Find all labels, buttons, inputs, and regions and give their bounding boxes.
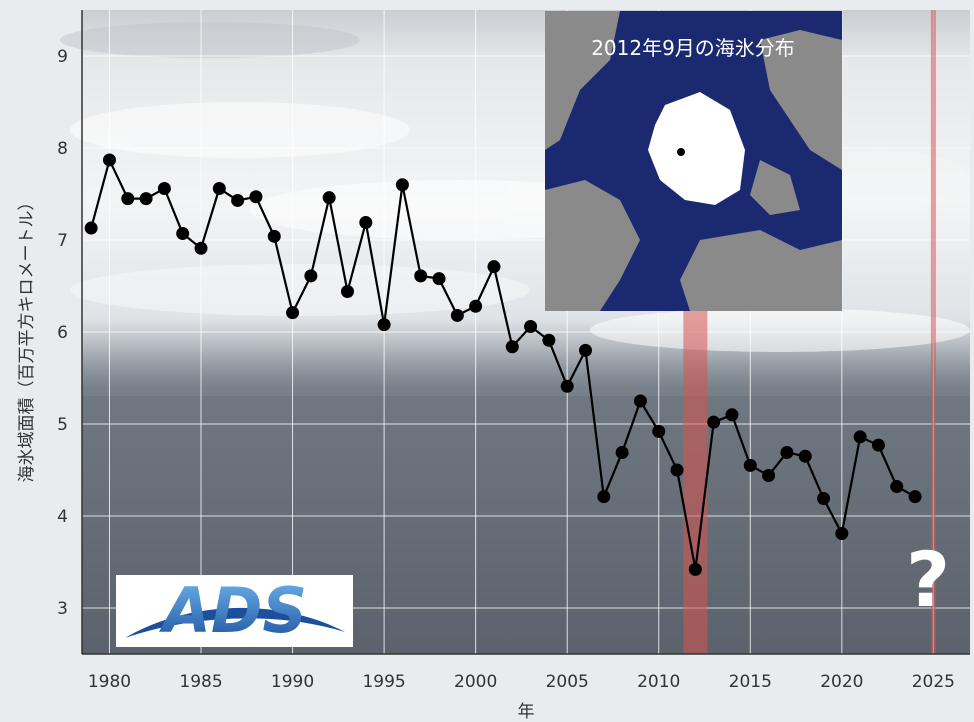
data-point-1993 [340,285,354,299]
data-point-2024 [908,490,922,504]
data-point-1998 [432,272,446,286]
data-point-1988 [249,190,263,204]
data-point-1979 [84,221,98,235]
x-tick-label-1980: 1980 [88,672,131,692]
water-band [82,390,970,396]
y-tick-label-8: 8 [57,139,68,159]
data-point-2014 [725,408,739,422]
data-point-2023 [890,480,904,494]
data-point-1989 [267,229,281,243]
x-tick-labels: 1980 1985 1990 1995 2000 2005 2010 2015 2020 2025 [88,672,955,692]
data-point-2017 [780,446,794,460]
data-point-2008 [615,446,629,460]
data-point-2012 [688,562,702,576]
x-tick-label-2010: 2010 [637,672,680,692]
data-point-2002 [505,340,519,354]
data-point-1996 [395,178,409,192]
data-point-1986 [212,181,226,195]
x-tick-label-2005: 2005 [546,672,589,692]
x-tick-label-2025: 2025 [912,672,955,692]
data-point-2000 [469,299,483,313]
data-point-2001 [487,260,501,274]
data-point-1995 [377,318,391,332]
y-tick-label-6: 6 [57,323,68,343]
data-point-2004 [542,333,556,347]
series-polyline [90,156,916,570]
data-point-2009 [633,394,647,408]
ads-logo-text: ADS [158,574,307,647]
highlight-band-2012 [683,311,708,654]
highlight-band-2025 [930,10,936,654]
axis-frame [81,10,970,655]
x-axis-label: 年 [518,702,535,722]
x-tick-label-2015: 2015 [729,672,772,692]
data-point-1983 [157,181,171,195]
data-point-2018 [798,449,812,463]
data-point-1985 [194,241,208,255]
data-point-2005 [560,379,574,393]
data-point-2016 [762,469,776,483]
y-tick-labels: 3 4 5 6 7 8 9 [57,47,68,619]
data-point-2020 [835,526,849,540]
north-pole-dot [677,148,685,156]
data-point-1994 [359,216,373,230]
data-point-1987 [231,193,245,207]
data-points [84,153,922,576]
data-point-2019 [817,492,831,506]
series-line [90,156,916,570]
y-tick-label-5: 5 [57,415,68,435]
x-tick-label-2020: 2020 [820,672,863,692]
data-point-2015 [743,458,757,472]
data-point-2011 [670,463,684,477]
y-tick-label-3: 3 [57,599,68,619]
data-point-1980 [102,153,116,167]
highlight-bands [683,10,936,654]
future-question-mark: ? [906,535,950,624]
data-point-2007 [597,490,611,504]
inset-map: 2012年9月の海氷分布 [545,11,842,311]
data-point-2013 [707,415,721,429]
data-point-1999 [450,308,464,322]
data-point-2006 [579,343,593,357]
data-point-1997 [414,269,428,283]
data-point-2003 [524,319,538,333]
y-tick-label-4: 4 [57,507,68,527]
sea-ice-extent [648,92,745,205]
inset-title: 2012年9月の海氷分布 [591,36,795,60]
data-point-2010 [652,424,666,438]
x-tick-label-1990: 1990 [271,672,314,692]
x-tick-label-1995: 1995 [362,672,405,692]
data-point-1981 [121,192,135,206]
y-axis-label: 海氷域面積（百万平方キロメートル） [17,194,37,483]
data-point-1992 [322,191,336,205]
data-point-2021 [853,430,867,444]
data-point-1982 [139,192,153,206]
x-tick-label-1985: 1985 [179,672,222,692]
y-tick-label-7: 7 [57,231,68,251]
y-tick-label-9: 9 [57,47,68,67]
data-point-2022 [871,438,885,452]
x-tick-label-2000: 2000 [454,672,497,692]
data-point-1984 [176,227,190,241]
ads-logo: ADS [116,574,353,647]
data-point-1990 [286,306,300,320]
data-point-1991 [304,269,318,283]
